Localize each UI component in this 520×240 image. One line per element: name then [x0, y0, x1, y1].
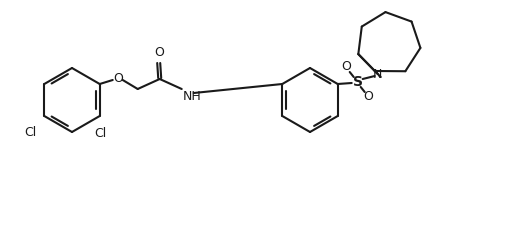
Text: O: O: [341, 60, 350, 73]
Text: Cl: Cl: [24, 126, 36, 139]
Text: NH: NH: [183, 90, 201, 103]
Text: O: O: [113, 72, 123, 85]
Text: O: O: [363, 90, 373, 103]
Text: O: O: [154, 47, 164, 60]
Text: N: N: [373, 67, 382, 80]
Text: Cl: Cl: [95, 127, 107, 140]
Text: S: S: [353, 75, 363, 89]
